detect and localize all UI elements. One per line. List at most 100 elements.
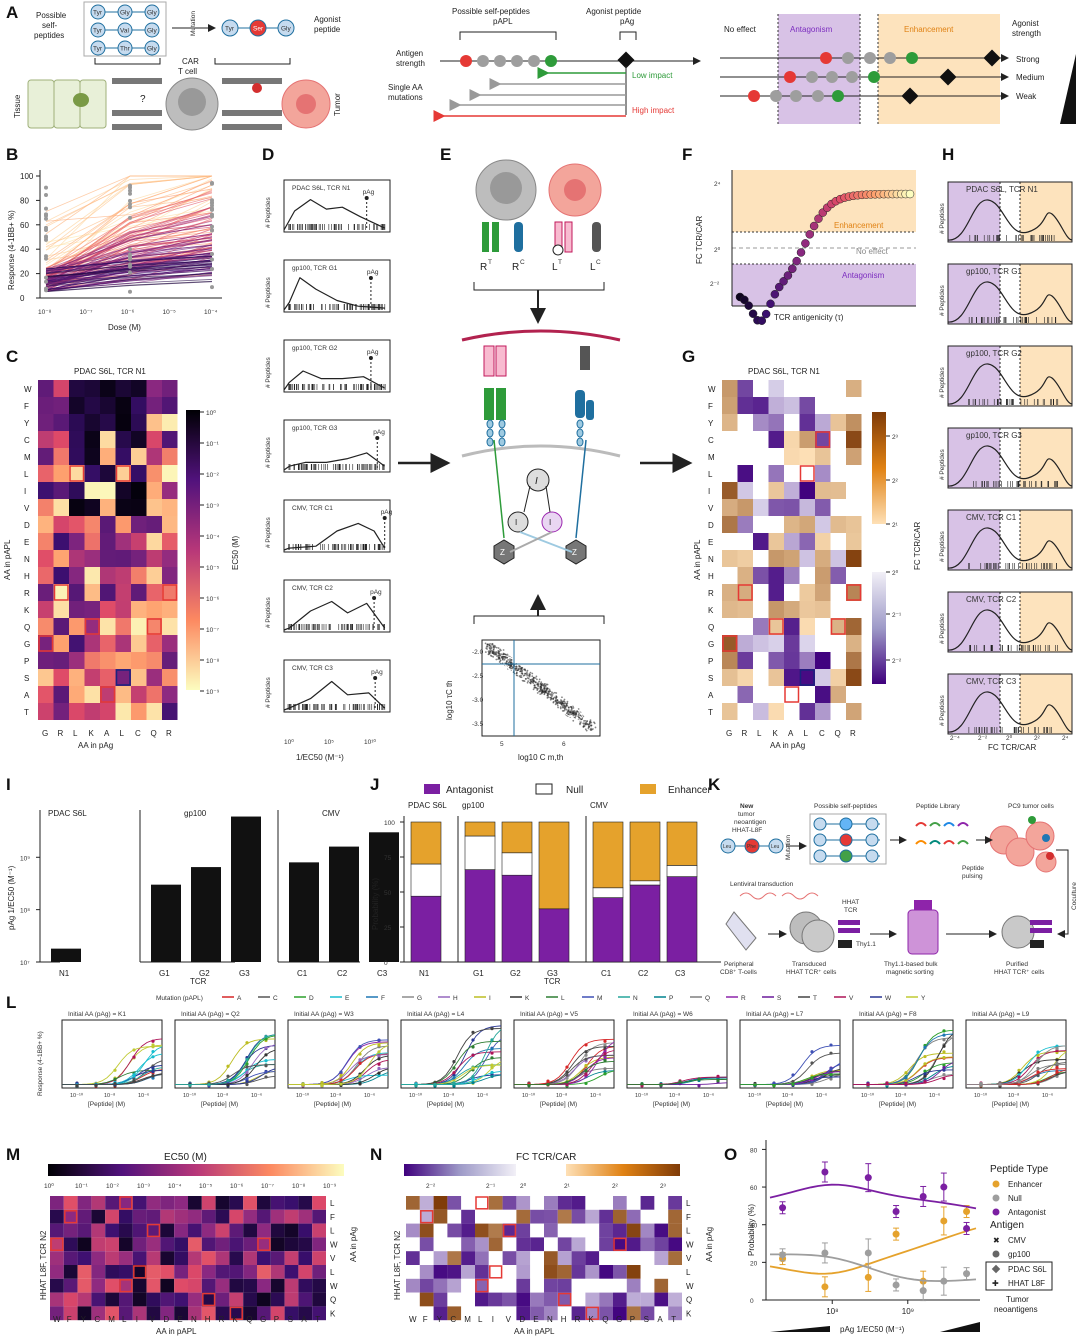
svg-text:log10 C m,th: log10 C m,th <box>518 753 563 762</box>
b-xtick: 10⁻⁸ <box>38 309 52 316</box>
receptor-bars <box>112 78 282 130</box>
l-data-point <box>264 1070 268 1074</box>
heatmap-cell <box>516 1306 531 1321</box>
heatmap-cell <box>461 1265 475 1279</box>
n-row-label: Q <box>686 1296 692 1305</box>
l-data-point <box>603 1052 607 1056</box>
svg-text:HHAT L8F, TCR N2: HHAT L8F, TCR N2 <box>393 1230 402 1300</box>
scatter-point <box>504 653 507 656</box>
h-xtick: 2² <box>1034 735 1041 742</box>
l-subplot-title: Initial AA (pAg) = V5 <box>520 1011 578 1018</box>
heatmap-cell <box>753 431 769 448</box>
l-data-point <box>584 1069 588 1073</box>
heatmap-cell <box>131 431 147 448</box>
fc-colorbar-bottom <box>872 572 886 684</box>
h-density-curve <box>947 281 1073 323</box>
l-data-point <box>1036 1066 1040 1071</box>
agonist-bead <box>277 19 295 37</box>
svg-text:strength: strength <box>396 59 425 68</box>
heatmap-cell <box>433 1196 448 1210</box>
heatmap-cell <box>77 1278 92 1293</box>
scatter-point <box>590 727 592 730</box>
scatter-point <box>590 729 592 732</box>
g-row-label: G <box>708 640 714 649</box>
heatmap-cell <box>768 516 784 533</box>
scatter-point <box>547 690 550 693</box>
heatmap-cell <box>160 1196 175 1210</box>
heatmap-cell <box>69 482 85 499</box>
i-category-label: C2 <box>337 969 348 978</box>
c-col-label: R <box>166 729 172 738</box>
b-ytick: 40 <box>20 245 29 254</box>
d-pag-marker <box>368 276 373 280</box>
self-peptide-dot <box>545 55 557 67</box>
heatmap-cell <box>722 516 738 533</box>
itam-bead <box>576 419 584 429</box>
agonist-bead-label: Tyr <box>225 26 235 33</box>
wildtype-cell <box>53 584 69 601</box>
heatmap-cell <box>815 414 831 431</box>
l-data-point <box>245 1057 249 1062</box>
scatter-point <box>532 676 535 679</box>
scatter-point <box>492 651 495 653</box>
scatter-point <box>485 645 488 648</box>
j-bar-segment <box>464 821 496 837</box>
heatmap-cell <box>768 652 784 669</box>
scatter-point <box>487 650 490 653</box>
heatmap-cell <box>544 1196 558 1210</box>
heatmap-cell <box>298 1237 313 1252</box>
l-xlabel: [Peptide] (M) <box>653 1101 690 1108</box>
heatmap-cell <box>830 601 846 618</box>
heatmap-cell <box>768 618 784 635</box>
n-colorbar-left <box>404 1164 516 1176</box>
heatmap-cell <box>846 652 862 669</box>
l-data-point <box>226 1083 230 1087</box>
heatmap-cell <box>475 1265 489 1279</box>
heatmap-cell <box>799 584 815 601</box>
l-data-point <box>264 1046 268 1050</box>
scatter-point <box>578 716 581 719</box>
svg-text:Z: Z <box>572 548 577 557</box>
fc-curve-point <box>783 271 793 280</box>
l-data-point <box>113 1068 117 1072</box>
heatmap-cell <box>38 380 54 397</box>
heatmap-cell <box>146 414 162 431</box>
scatter-point <box>498 657 501 660</box>
heatmap-cell <box>146 1223 161 1238</box>
agonist-bead <box>249 19 267 37</box>
heatmap-cell <box>815 516 831 533</box>
heatmap-cell <box>502 1306 517 1321</box>
l-subplot-title: Initial AA (pAg) = W3 <box>294 1011 354 1018</box>
heatmap-cell <box>571 1209 586 1224</box>
heatmap-cell <box>799 550 815 567</box>
svg-text:PDAC S6L, TCR N1: PDAC S6L, TCR N1 <box>748 367 820 376</box>
i-ytick: 10⁷ <box>20 960 30 967</box>
panel-label-j: J <box>370 775 379 794</box>
heatmap-cell <box>131 448 147 465</box>
l-data-point <box>697 1084 701 1088</box>
heatmap-cell <box>63 1251 78 1265</box>
heatmap-cell <box>162 584 178 601</box>
heatmap-cell <box>146 397 162 414</box>
heatmap-cell <box>50 1237 64 1252</box>
heatmap-cell <box>557 1265 572 1279</box>
heatmap-cell <box>830 652 846 669</box>
heatmap-cell <box>215 1251 230 1265</box>
g-col-label: R <box>742 729 748 738</box>
d-subplot-title: gp100, TCR G3 <box>292 425 338 432</box>
heatmap-cell <box>571 1223 586 1238</box>
heatmap-cell <box>146 584 162 601</box>
l-data-point <box>113 1077 117 1081</box>
heatmap-cell <box>737 516 753 533</box>
wildtype-cell <box>830 618 846 635</box>
j-category-label: C3 <box>675 969 686 978</box>
heatmap-cell <box>84 703 100 720</box>
self-peptide-dots <box>460 55 557 67</box>
heatmap-cell <box>475 1237 489 1252</box>
wildtype-cell <box>784 686 800 703</box>
b-ytick: 60 <box>20 221 29 230</box>
l-data-point <box>414 1084 418 1088</box>
heatmap-cell <box>815 703 831 720</box>
svg-text:pAg 1/EC50 (M⁻¹): pAg 1/EC50 (M⁻¹) <box>840 1325 905 1334</box>
heatmap-cell <box>91 1292 106 1307</box>
